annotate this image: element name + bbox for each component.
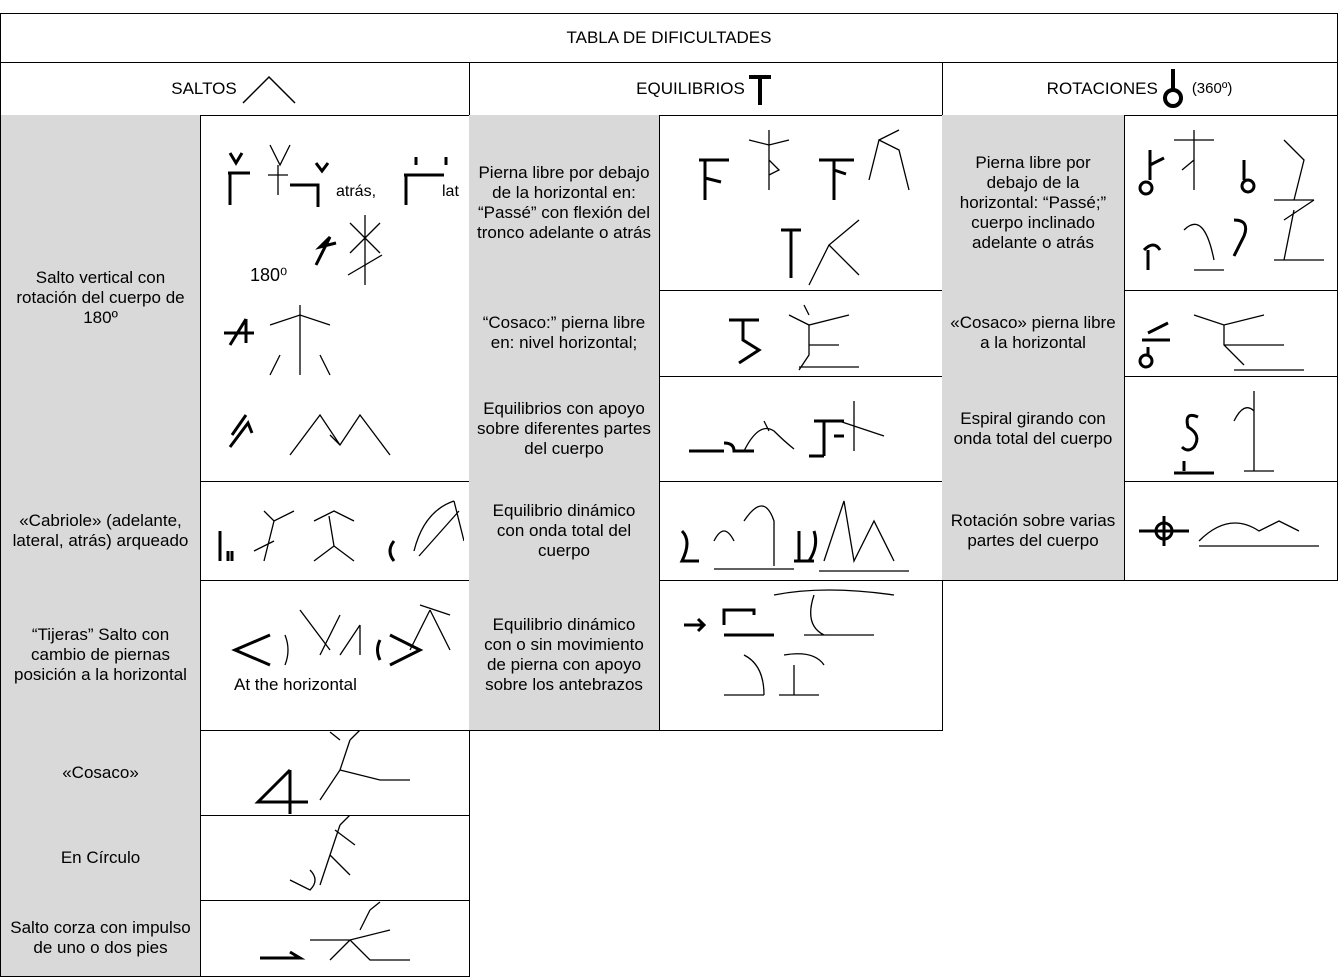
pictogram — [218, 500, 464, 562]
label-cell: «Cosaco» — [0, 730, 201, 816]
pictogram — [1138, 314, 1304, 371]
header-label: EQUILIBRIOS — [636, 78, 745, 98]
pictogram — [1138, 130, 1324, 271]
header-note: (360º) — [1191, 79, 1233, 97]
symbol — [242, 75, 296, 104]
image-cell — [1124, 290, 1338, 377]
caption: At the horizontal — [234, 675, 357, 694]
image-cell — [659, 580, 943, 731]
table-title: TABLA DE DIFICULTADES — [0, 13, 1338, 63]
caption: atrás, — [336, 183, 377, 200]
label-cell: «Cosaco» pierna libre a la horizontal — [942, 290, 1125, 377]
pictogram — [689, 401, 885, 458]
pictogram — [1174, 391, 1274, 475]
header-cell: ROTACIONES (360º) — [942, 62, 1338, 116]
image-cell — [200, 730, 470, 816]
pictogram — [679, 500, 909, 572]
header-cell: SALTOS — [0, 62, 470, 116]
image-cell: atrás, lat 180⁰ — [200, 115, 470, 482]
image-cell — [659, 376, 943, 482]
symbol — [748, 74, 771, 105]
header-label: SALTOS — [171, 78, 237, 98]
image-cell: At the horizontal — [200, 580, 470, 731]
pictogram — [729, 304, 859, 371]
label-cell: Espiral girando con onda total del cuerp… — [942, 376, 1125, 482]
label-cell: Salto corza con impulso de uno o dos pie… — [0, 900, 201, 977]
pictogram — [260, 901, 410, 961]
image-cell — [659, 290, 943, 377]
image-cell — [200, 481, 470, 581]
label-cell: “Tijeras” Salto con cambio de piernas po… — [0, 580, 201, 731]
caption: 180⁰ — [250, 265, 288, 285]
image-cell — [659, 481, 943, 581]
image-cell — [200, 815, 470, 901]
pictogram — [684, 589, 895, 696]
label-cell: Rotación sobre varias partes del cuerpo — [942, 481, 1125, 581]
label-cell: Salto vertical con rotación del cuerpo d… — [0, 115, 201, 482]
label-cell: Equilibrio dinámico con onda total del c… — [469, 481, 660, 581]
caption: lat — [442, 183, 459, 200]
image-cell — [659, 115, 943, 291]
pictogram — [1139, 516, 1319, 547]
label-cell: En Círculo — [0, 815, 201, 901]
pictogram — [254, 730, 410, 814]
image-cell — [1124, 481, 1338, 581]
label-cell: Pierna libre por debajo de la horizontal… — [942, 115, 1125, 291]
header-label: ROTACIONES — [1046, 78, 1158, 98]
pictogram — [699, 129, 910, 286]
image-cell — [200, 900, 470, 977]
label-cell: Equilibrio dinámico con o sin movimiento… — [469, 580, 660, 731]
label-cell: “Cosaco:” pierna libre en: nivel horizon… — [469, 290, 660, 377]
image-cell — [1124, 115, 1338, 291]
image-cell — [1124, 376, 1338, 482]
pictogram — [231, 604, 451, 667]
pictogram — [289, 815, 356, 891]
pictogram — [224, 144, 448, 456]
label-cell: «Cabriole» (adelante, lateral, atrás) ar… — [0, 481, 201, 581]
symbol — [1162, 68, 1183, 108]
label-cell: Equilibrios con apoyo sobre diferentes p… — [469, 376, 660, 482]
header-cell: EQUILIBRIOS — [469, 62, 943, 116]
label-cell: Pierna libre por debajo de la horizontal… — [469, 115, 660, 291]
